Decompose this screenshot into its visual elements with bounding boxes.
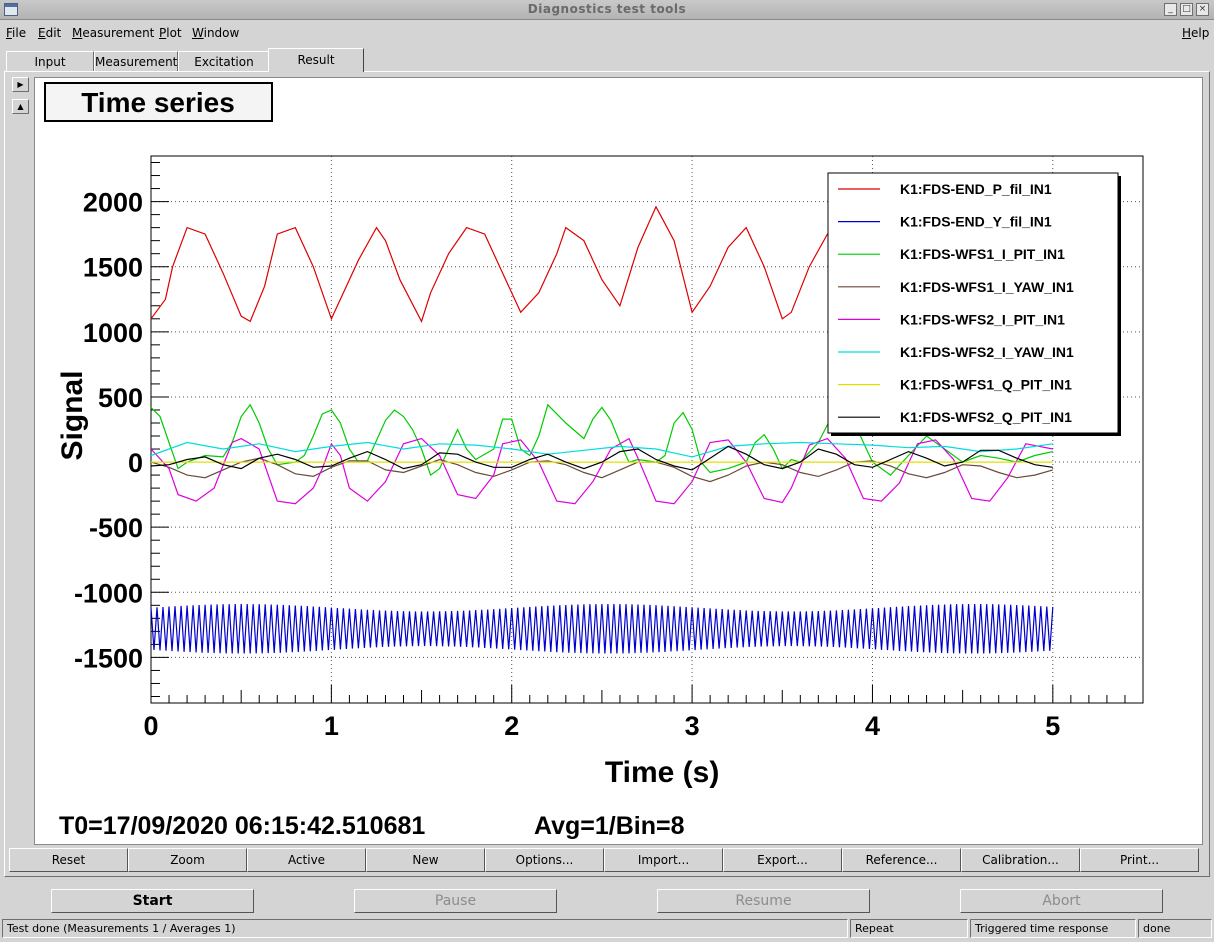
t0-label: T0=17/09/2020 06:15:42.510681 <box>59 812 425 840</box>
series-line-5 <box>150 437 1053 505</box>
minimize-icon[interactable]: _ <box>1164 3 1177 16</box>
zoom-button[interactable]: Zoom <box>128 848 247 872</box>
x-axis-label: Time (s) <box>605 756 719 789</box>
reference-button[interactable]: Reference... <box>842 848 961 872</box>
y-tick-label: 2000 <box>83 188 143 218</box>
legend-label: K1:FDS-WFS2_I_YAW_IN1 <box>900 344 1074 360</box>
x-tick-label: 0 <box>143 711 158 741</box>
y-tick-label: -1500 <box>74 643 143 673</box>
series-line-6 <box>150 441 1053 458</box>
y-tick-label: 0 <box>128 448 143 478</box>
app-icon[interactable] <box>4 3 18 16</box>
menu-file[interactable]: File <box>6 26 27 40</box>
tab-input[interactable]: Input <box>6 51 94 71</box>
plot-title-box <box>44 82 273 122</box>
print-button[interactable]: Print... <box>1080 848 1199 872</box>
new-button[interactable]: New <box>366 848 485 872</box>
legend-label: K1:FDS-WFS1_I_PIT_IN1 <box>900 246 1065 262</box>
tab-result[interactable]: Result <box>268 48 364 72</box>
close-icon[interactable]: × <box>1196 3 1209 16</box>
pause-button[interactable]: Pause <box>354 889 557 913</box>
window-title: Diagnostics test tools <box>527 2 687 16</box>
legend-label: K1:FDS-END_P_fil_IN1 <box>900 181 1052 197</box>
tab-excitation[interactable]: Excitation <box>178 51 270 71</box>
axis-ticks <box>150 162 1144 703</box>
options-button[interactable]: Options... <box>485 848 604 872</box>
status-mode: Repeat <box>850 919 968 938</box>
avg-bin-label: Avg=1/Bin=8 <box>534 812 685 840</box>
plot-canvas[interactable]: Time series 2000 1500 1000 500 0 -500 -1000 -15… <box>34 77 1203 845</box>
abort-button[interactable]: Abort <box>960 889 1163 913</box>
series-line-1 <box>150 205 837 323</box>
active-button[interactable]: Active <box>247 848 366 872</box>
legend-box <box>827 172 1119 434</box>
status-message: Test done (Measurements 1 / Averages 1) <box>2 919 848 938</box>
menu-plot[interactable]: Plot <box>159 26 182 40</box>
legend-label: K1:FDS-WFS1_I_YAW_IN1 <box>900 279 1074 295</box>
y-tick-labels: 2000 1500 1000 500 0 -500 -1000 -1500 <box>74 188 143 674</box>
tab-measurement[interactable]: Measurement <box>94 51 178 71</box>
window-title-bar[interactable]: Diagnostics test tools _ □ × <box>0 0 1214 20</box>
expand-right-icon[interactable]: ▶ <box>12 77 29 92</box>
legend-label: K1:FDS-END_Y_fil_IN1 <box>900 214 1052 230</box>
time-series-chart[interactable]: Time series 2000 1500 1000 500 0 -500 -1000 -15… <box>35 78 1202 844</box>
maximize-icon[interactable]: □ <box>1180 3 1193 16</box>
plot-title: Time series <box>81 87 235 118</box>
collapse-up-icon[interactable]: ▲ <box>12 99 29 114</box>
menu-window[interactable]: Window <box>192 26 240 40</box>
menu-measurement[interactable]: Measurement <box>72 26 155 40</box>
export-button[interactable]: Export... <box>723 848 842 872</box>
series-line-4 <box>150 457 1053 483</box>
series-line-2 <box>150 603 1054 654</box>
calibration-button[interactable]: Calibration... <box>961 848 1080 872</box>
status-test-type: Triggered time response <box>970 919 1136 938</box>
legend-label: K1:FDS-WFS2_Q_PIT_IN1 <box>900 409 1072 425</box>
result-panel <box>4 71 1210 877</box>
plot-frame <box>150 155 1144 704</box>
y-tick-label: 1000 <box>83 318 143 348</box>
start-button[interactable]: Start <box>51 889 254 913</box>
import-button[interactable]: Import... <box>604 848 723 872</box>
series-line-8 <box>150 445 1053 471</box>
menu-edit[interactable]: Edit <box>38 26 62 40</box>
legend: K1:FDS-END_P_fil_IN1 K1:FDS-END_Y_fil_IN1… <box>827 172 1121 436</box>
x-tick-label: 5 <box>1045 711 1060 741</box>
y-tick-label: 500 <box>98 383 143 413</box>
series-line-3 <box>150 403 1053 477</box>
y-tick-label: -500 <box>89 513 143 543</box>
status-state: done <box>1138 919 1212 938</box>
y-tick-label: 1500 <box>83 253 143 283</box>
resume-button[interactable]: Resume <box>657 889 870 913</box>
menu-help[interactable]: Help <box>1182 26 1210 40</box>
x-tick-labels: 0 1 2 3 4 5 <box>143 711 1060 741</box>
x-tick-label: 3 <box>685 711 700 741</box>
y-tick-label: -1000 <box>74 578 143 608</box>
reset-button[interactable]: Reset <box>9 848 128 872</box>
legend-label: K1:FDS-WFS1_Q_PIT_IN1 <box>900 377 1072 393</box>
x-tick-label: 2 <box>504 711 519 741</box>
series-lines <box>150 205 1054 654</box>
y-axis-label: Signal <box>56 370 89 460</box>
x-tick-label: 1 <box>324 711 339 741</box>
x-tick-label: 4 <box>865 711 880 741</box>
menu-bar: File Edit Measurement Plot Window Help <box>0 22 1214 44</box>
legend-label: K1:FDS-WFS2_I_PIT_IN1 <box>900 311 1065 327</box>
